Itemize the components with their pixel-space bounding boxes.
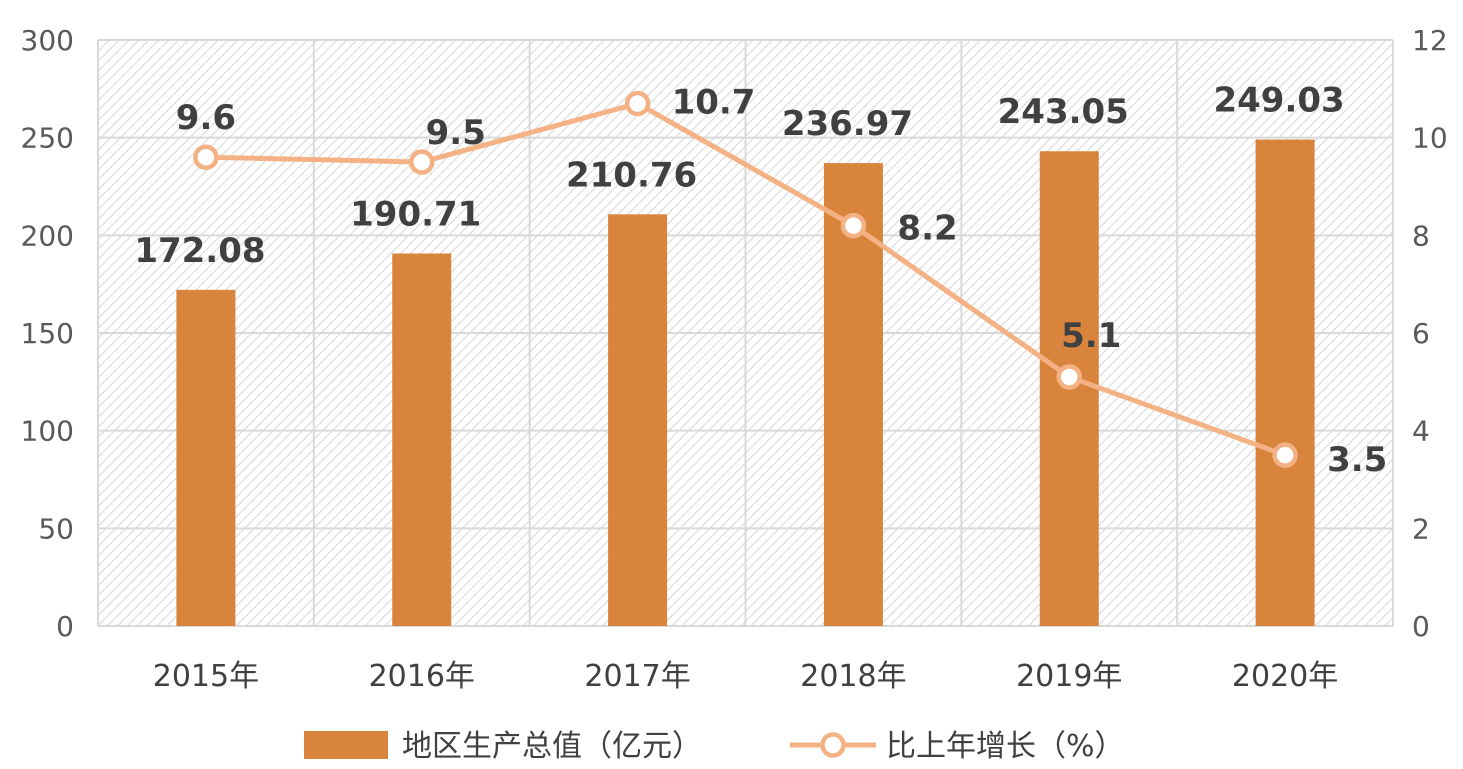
line-data-label: 3.5 — [1327, 440, 1387, 480]
x-tick-label: 2020年 — [1232, 659, 1338, 694]
line-point — [1056, 364, 1082, 390]
gridlines — [97, 39, 1394, 627]
line-point — [409, 149, 435, 175]
bar-data-label: 190.71 — [350, 194, 481, 234]
legend-swatch-bar — [304, 731, 388, 759]
y-left-tick-label: 200 — [21, 219, 74, 252]
legend-label-line: 比上年增长（%） — [886, 729, 1125, 764]
line-data-label: 9.6 — [176, 98, 236, 138]
axes: 0 50 100 150 200 250 300 0 2 4 6 8 10 12 2015年 2016年 201… — [21, 24, 1448, 694]
line-data-label: 10.7 — [672, 82, 756, 122]
y-left-tick-label: 150 — [21, 317, 74, 350]
y-right-tick-label: 4 — [1412, 415, 1430, 448]
bar-data-label: 249.03 — [1213, 81, 1344, 121]
line-data-label: 5.1 — [1061, 316, 1121, 356]
line-point — [840, 212, 867, 239]
growth-line — [205, 100, 1286, 458]
bar-data-label: 172.08 — [134, 231, 265, 271]
y-left-tick-label: 0 — [56, 610, 74, 643]
y-right-tick-label: 10 — [1412, 122, 1448, 155]
y-right-tick-label: 8 — [1412, 219, 1430, 252]
bar-data-label: 210.76 — [566, 155, 697, 195]
bar-data-label: 236.97 — [782, 104, 913, 144]
data-labels: 172.08 190.71 210.76 236.97 243.05 249.03 9.6 9… — [134, 81, 1387, 481]
legend-label-bar: 地区生产总值（亿元） — [402, 729, 702, 764]
y-left-tick-label: 50 — [38, 512, 74, 545]
bar — [608, 214, 668, 626]
y-left-tick-label: 250 — [21, 122, 74, 155]
line-data-label: 9.5 — [426, 113, 486, 153]
bar — [1255, 139, 1315, 626]
legend-swatch-marker — [820, 732, 846, 758]
line-point — [193, 144, 219, 170]
line-point — [1272, 442, 1298, 468]
bar-data-label: 243.05 — [998, 92, 1129, 132]
x-tick-label: 2016年 — [369, 659, 475, 694]
line-point — [624, 90, 651, 117]
line-data-label: 8.2 — [897, 209, 957, 249]
y-right-tick-label: 12 — [1412, 24, 1448, 57]
bar — [392, 253, 452, 626]
line-series — [193, 90, 1298, 468]
bar — [176, 289, 236, 626]
x-tick-label: 2015年 — [153, 659, 259, 694]
y-right-tick-label: 0 — [1412, 610, 1430, 643]
y-right-tick-label: 2 — [1412, 512, 1430, 545]
x-tick-label: 2017年 — [584, 659, 690, 694]
x-tick-label: 2018年 — [800, 659, 906, 694]
x-tick-label: 2019年 — [1016, 659, 1122, 694]
y-left-tick-label: 300 — [21, 24, 74, 57]
legend: 地区生产总值（亿元） 比上年增长（%） — [304, 729, 1125, 764]
y-right-tick-label: 6 — [1412, 317, 1430, 350]
y-left-tick-label: 100 — [21, 415, 74, 448]
